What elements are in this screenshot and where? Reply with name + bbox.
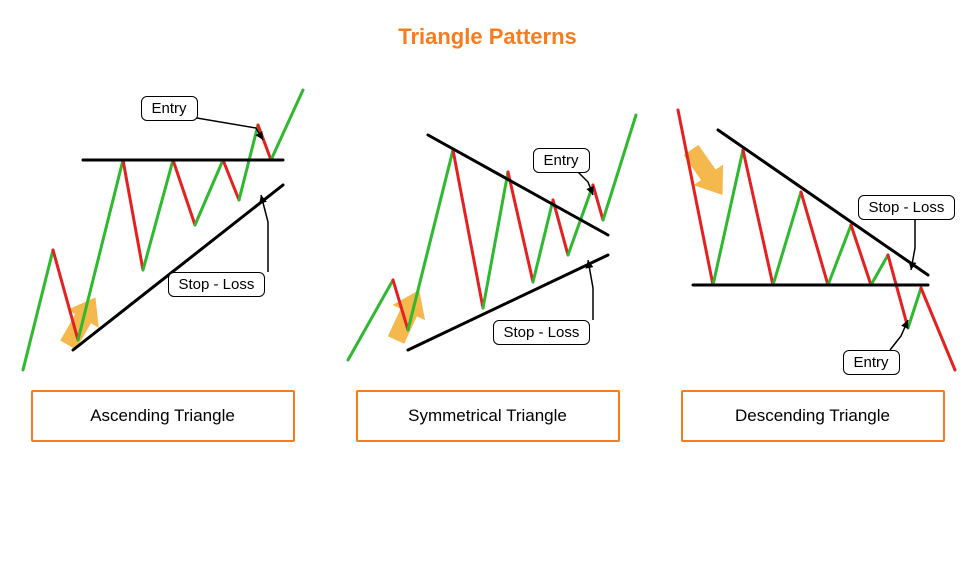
panels-row: EntryStop - LossAscending TriangleEntryS… <box>0 60 975 450</box>
descending-label: Descending Triangle <box>681 390 945 442</box>
panel-symmetrical: Entry Stop - Loss Symmetrical Triangle <box>338 60 638 450</box>
descending-callout-stoploss: Stop - Loss <box>858 195 956 220</box>
symmetrical-callout-entry: Entry <box>533 148 590 173</box>
ascending-callout-entry: Entry <box>141 96 198 121</box>
symmetrical-callout-stoploss: Stop - Loss <box>493 320 591 345</box>
ascending-callout-stoploss: Stop - Loss <box>168 272 266 297</box>
page-title: Triangle Patterns <box>0 24 975 50</box>
symmetrical-chart <box>338 60 638 380</box>
symmetrical-label: Symmetrical Triangle <box>356 390 620 442</box>
ascending-label: Ascending Triangle <box>31 390 295 442</box>
descending-callout-entry: Entry <box>843 350 900 375</box>
descending-chart <box>663 60 963 380</box>
panel-ascending: Entry Stop - Loss Ascending Triangle <box>13 60 313 450</box>
panel-descending: Stop - Loss Entry Descending Triangle <box>663 60 963 450</box>
